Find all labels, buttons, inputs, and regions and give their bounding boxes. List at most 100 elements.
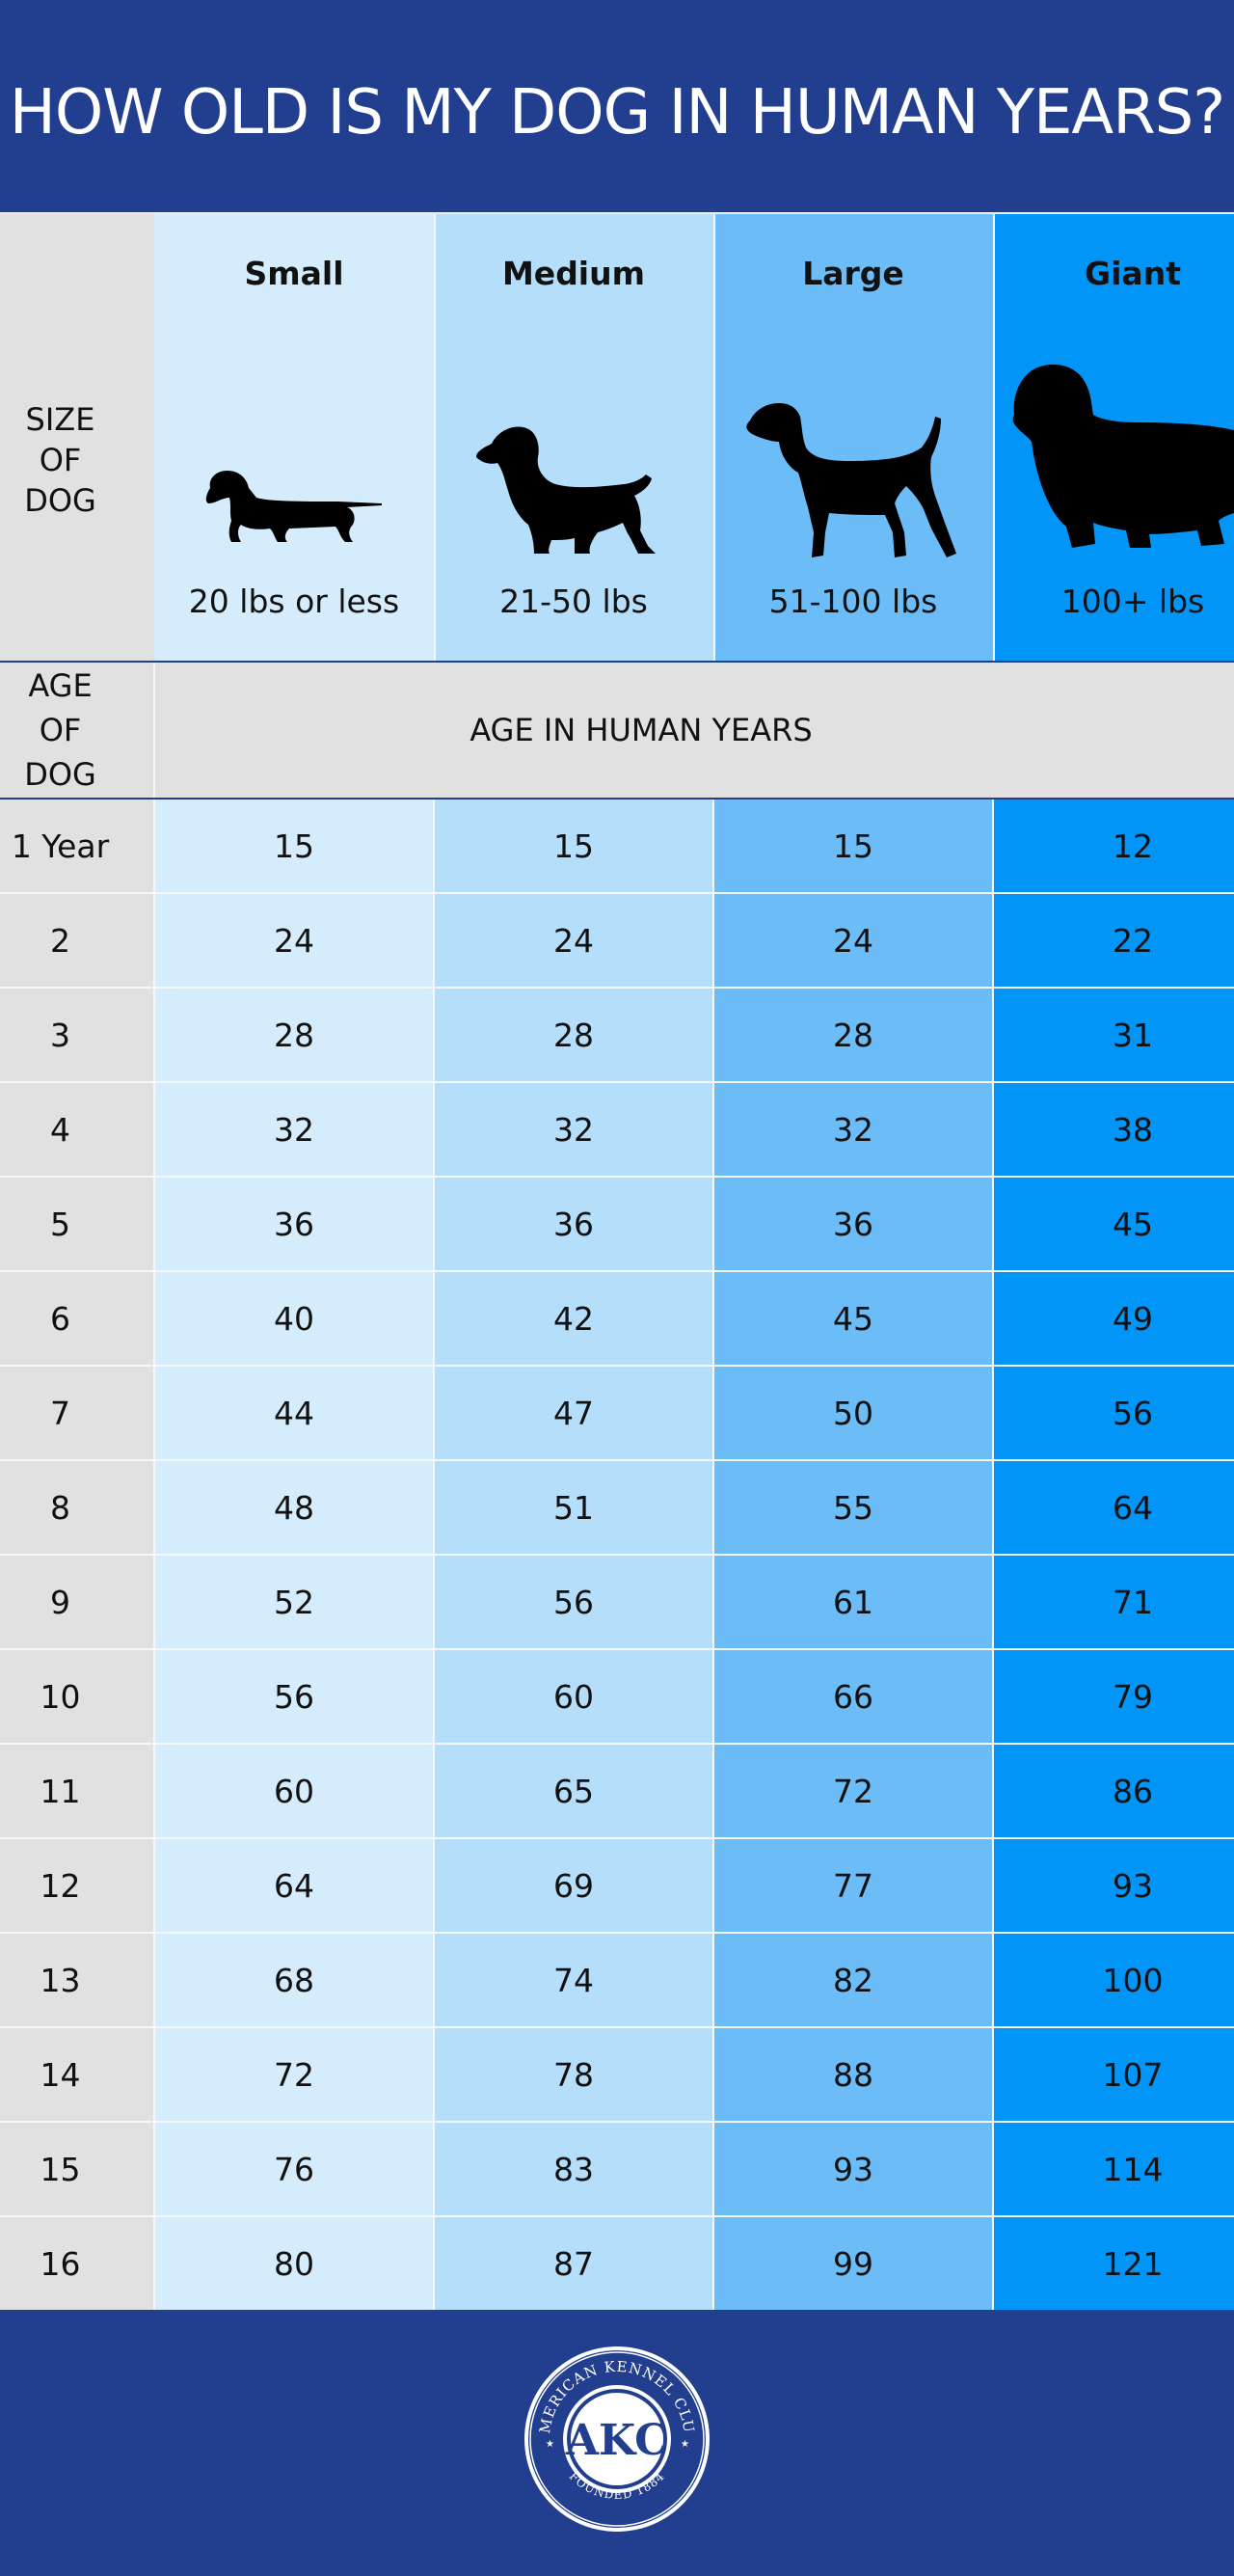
- age-of-dog-cell: 8: [50, 1488, 70, 1527]
- table-row: 7 44 47 50 56: [0, 1367, 1234, 1459]
- column-divider: [153, 894, 155, 987]
- cell-background-small: [154, 800, 434, 892]
- human-years-small: 76: [274, 2150, 314, 2188]
- human-years-small: 52: [274, 1583, 314, 1621]
- age-of-dog-cell: 7: [50, 1394, 70, 1432]
- cell-background-medium: [434, 2123, 713, 2215]
- column-divider: [433, 1745, 435, 1837]
- cell-background-large: [713, 2028, 993, 2121]
- human-years-medium: 83: [553, 2150, 594, 2188]
- column-divider: [433, 1083, 435, 1176]
- human-years-giant: 107: [1102, 2055, 1164, 2094]
- column-divider: [712, 1178, 714, 1270]
- cell-background-giant: [993, 989, 1234, 1081]
- column-divider: [434, 214, 436, 661]
- human-years-medium: 78: [553, 2055, 594, 2094]
- table-row: 4 32 32 32 38: [0, 1083, 1234, 1176]
- human-years-large: 61: [833, 1583, 873, 1621]
- row-divider: [0, 2121, 1234, 2123]
- cell-background-giant: [993, 1083, 1234, 1176]
- age-label-background: [0, 1272, 154, 1365]
- column-divider: [712, 1934, 714, 2026]
- cell-background-giant: [993, 1745, 1234, 1837]
- row-divider: [0, 1459, 1234, 1461]
- cell-background-giant: [993, 1367, 1234, 1459]
- svg-text:AKC: AKC: [565, 2416, 668, 2465]
- cell-background-large: [713, 1839, 993, 1932]
- column-divider: [992, 1745, 994, 1837]
- age-label-background: [0, 2217, 154, 2310]
- age-label-background: [0, 1934, 154, 2026]
- human-years-medium: 60: [553, 1677, 594, 1716]
- human-years-large: 72: [833, 1772, 873, 1810]
- column-divider: [992, 894, 994, 987]
- human-years-giant: 31: [1113, 1016, 1153, 1054]
- human-years-medium: 47: [553, 1394, 594, 1432]
- column-divider: [992, 1083, 994, 1176]
- column-divider: [433, 1556, 435, 1648]
- human-years-medium: 15: [553, 827, 594, 865]
- human-years-large: 45: [833, 1299, 873, 1338]
- cell-background-giant: [993, 894, 1234, 987]
- human-years-large: 32: [833, 1110, 873, 1149]
- column-divider: [433, 2123, 435, 2215]
- cell-background-large: [713, 1556, 993, 1648]
- human-years-small: 68: [274, 1961, 314, 1999]
- cell-background-small: [154, 1839, 434, 1932]
- newfoundland-silhouette-icon: [1012, 365, 1234, 548]
- age-label-background: [0, 1556, 154, 1648]
- column-divider: [992, 1461, 994, 1554]
- dog-age-table: SIZE OF DOG Small 20 lbs or less Medium …: [0, 214, 1234, 2312]
- column-divider: [992, 2123, 994, 2215]
- size-name-medium: Medium: [501, 255, 646, 292]
- cell-background-small: [154, 1745, 434, 1837]
- human-years-medium: 65: [553, 1772, 594, 1810]
- age-label-line2: OF DOG: [24, 712, 96, 793]
- column-divider: [433, 1839, 435, 1932]
- table-row: 16 80 87 99 121: [0, 2217, 1234, 2310]
- column-divider: [153, 1272, 155, 1365]
- column-divider: [153, 1083, 155, 1176]
- human-years-small: 28: [274, 1016, 314, 1054]
- cell-background-small: [154, 1934, 434, 2026]
- row-divider: [0, 1081, 1234, 1083]
- age-label-background: [0, 1461, 154, 1554]
- human-years-small: 60: [274, 1772, 314, 1810]
- human-years-large: 36: [833, 1205, 873, 1243]
- column-divider: [433, 2028, 435, 2121]
- cell-background-giant: [993, 1934, 1234, 2026]
- row-divider: [0, 987, 1234, 989]
- age-of-dog-cell: 13: [40, 1961, 81, 1999]
- age-label-background: [0, 1178, 154, 1270]
- column-divider: [992, 1178, 994, 1270]
- column-divider: [712, 1083, 714, 1176]
- human-years-small: 40: [274, 1299, 314, 1338]
- cell-background-small: [154, 1083, 434, 1176]
- akc-logo: AMERICAN KENNEL CLUB FOUNDED 1884 ★ ★ AK…: [521, 2343, 710, 2532]
- cell-background-large: [713, 1272, 993, 1365]
- column-divider: [153, 1367, 155, 1459]
- row-divider: [0, 1837, 1234, 1839]
- cell-background-giant: [993, 1178, 1234, 1270]
- row-divider: [0, 1176, 1234, 1178]
- table-row: 6 40 42 45 49: [0, 1272, 1234, 1365]
- human-years-medium: 42: [553, 1299, 594, 1338]
- column-divider: [712, 1745, 714, 1837]
- column-divider: [153, 1934, 155, 2026]
- column-divider: [433, 2217, 435, 2310]
- age-label-background: [0, 2123, 154, 2215]
- human-years-medium: 28: [553, 1016, 594, 1054]
- human-years-small: 15: [274, 827, 314, 865]
- human-years-giant: 12: [1113, 827, 1153, 865]
- cell-background-medium: [434, 1839, 713, 1932]
- cell-background-medium: [434, 1178, 713, 1270]
- cell-background-small: [154, 1556, 434, 1648]
- column-divider: [992, 1556, 994, 1648]
- human-years-small: 64: [274, 1866, 314, 1905]
- table-row: 3 28 28 28 31: [0, 989, 1234, 1081]
- age-label-background: [0, 1367, 154, 1459]
- row-divider: [0, 1270, 1234, 1272]
- cell-background-small: [154, 1178, 434, 1270]
- cell-background-giant: [993, 2123, 1234, 2215]
- human-years-giant: 86: [1113, 1772, 1153, 1810]
